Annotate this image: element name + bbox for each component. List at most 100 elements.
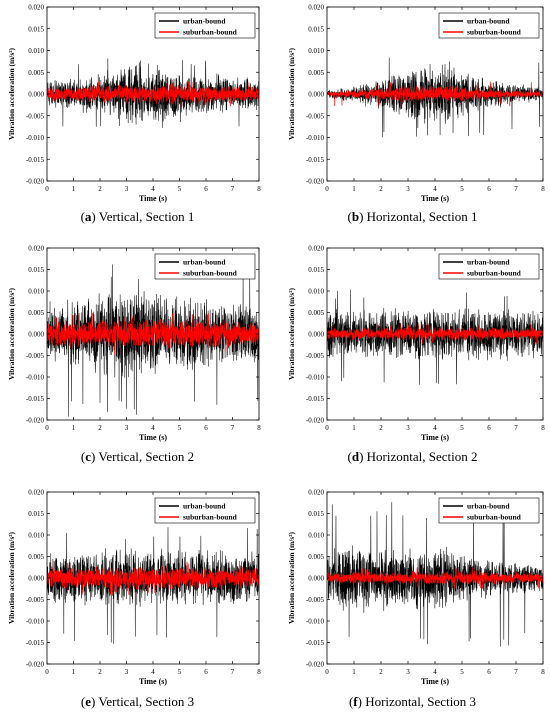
x-tick-label: 7: [231, 185, 235, 193]
y-tick-label: 0.005: [308, 553, 324, 561]
x-tick-label: 0: [325, 185, 329, 193]
legend-box: [438, 497, 540, 524]
x-tick-label: 6: [487, 668, 491, 676]
chart-c: -0.020 -0.015 -0.010 -0.005 0.000 0.005 0.010 0…: [7, 245, 261, 443]
legend-entry: suburban-bound: [183, 513, 238, 522]
y-tick-label: 0.005: [308, 69, 324, 77]
y-tick-label: -0.015: [26, 639, 45, 647]
y-tick-label: 0.010: [308, 532, 324, 540]
legend-entry: urban-bound: [183, 258, 226, 267]
x-tick-label: 5: [178, 668, 182, 676]
caption-text: Vertical, Section 1: [95, 209, 195, 224]
y-tick-label: 0.015: [28, 25, 44, 33]
y-tick-label: -0.005: [306, 352, 325, 360]
y-tick-label: 0.015: [308, 510, 324, 518]
x-tick-label: 4: [151, 668, 155, 676]
y-tick-label: 0.020: [28, 489, 44, 497]
y-tick-label: -0.010: [306, 374, 325, 382]
x-tick-label: 1: [72, 424, 76, 432]
y-tick-label: 0.010: [308, 47, 324, 55]
legend-box: [154, 253, 256, 280]
caption-b: (b) Horizontal, Section 1: [347, 209, 478, 224]
y-tick-label: -0.020: [26, 178, 45, 186]
legend-box: [154, 497, 256, 524]
legend: urban-bound suburban-bound: [438, 253, 540, 280]
series-suburban-bound: [327, 323, 543, 345]
x-tick-label: 1: [352, 668, 356, 676]
y-tick-label: -0.020: [26, 417, 45, 425]
y-tick-label: 0.000: [28, 331, 44, 339]
x-tick-label: 4: [151, 185, 155, 193]
y-tick-label: -0.010: [306, 618, 325, 626]
x-tick-label: 3: [406, 424, 410, 432]
y-tick-label: -0.015: [26, 156, 45, 164]
series-suburban-bound: [47, 81, 259, 108]
legend-box: [154, 12, 256, 39]
y-tick-label: 0.020: [308, 245, 324, 253]
x-tick-label: 6: [204, 185, 208, 193]
y-tick-label: -0.015: [26, 395, 45, 403]
caption-text: Vertical, Section 2: [95, 449, 195, 464]
x-tick-label: 2: [379, 424, 383, 432]
x-tick-label: 0: [325, 424, 329, 432]
y-tick-label: 0.005: [28, 309, 44, 317]
y-axis-label: Vibration acceleration (m/s²): [287, 288, 296, 380]
x-tick-label: 7: [514, 185, 518, 193]
x-tick-label: 0: [45, 668, 49, 676]
x-tick-label: 3: [125, 424, 129, 432]
y-tick-label: 0.020: [28, 245, 44, 253]
legend-entry: suburban-bound: [183, 269, 238, 278]
x-tick-label: 6: [204, 424, 208, 432]
caption-label: e: [85, 694, 92, 709]
x-tick-label: 1: [72, 668, 76, 676]
legend-entry: urban-bound: [183, 502, 226, 511]
x-tick-label: 4: [433, 185, 437, 193]
chart-f: -0.020 -0.015 -0.010 -0.005 0.000 0.005 0.010 0…: [287, 489, 545, 687]
y-axis-label: Vibration acceleration (m/s²): [7, 288, 16, 380]
x-tick-label: 8: [541, 424, 545, 432]
y-tick-label: 0.005: [28, 69, 44, 77]
y-axis-label: Vibration acceleration (m/s²): [7, 532, 16, 624]
y-tick-label: 0.015: [308, 25, 324, 33]
x-tick-label: 7: [514, 668, 518, 676]
x-tick-label: 2: [379, 668, 383, 676]
y-tick-label: -0.005: [26, 112, 45, 120]
x-tick-label: 8: [541, 185, 545, 193]
y-tick-label: 0.015: [28, 510, 44, 518]
y-tick-label: 0.010: [28, 532, 44, 540]
caption-e: (e) Vertical, Section 3: [80, 694, 195, 709]
x-tick-label: 1: [352, 424, 356, 432]
y-tick-label: 0.010: [28, 47, 44, 55]
y-tick-label: 0.005: [28, 553, 44, 561]
x-axis-label: Time (s): [421, 677, 449, 686]
x-tick-label: 6: [487, 185, 491, 193]
legend-entry: urban-bound: [183, 17, 226, 26]
x-axis-label: Time (s): [139, 433, 167, 442]
y-tick-label: -0.005: [306, 596, 325, 604]
y-tick-label: 0.000: [308, 91, 324, 99]
caption-label: b: [351, 209, 360, 224]
legend: urban-bound suburban-bound: [438, 12, 540, 39]
x-tick-label: 6: [204, 668, 208, 676]
legend-box: [438, 12, 540, 39]
legend-entry: urban-bound: [467, 17, 510, 26]
y-tick-label: -0.020: [306, 661, 325, 669]
caption-f: (f) Horizontal, Section 3: [348, 694, 477, 709]
legend-entry: urban-bound: [467, 502, 510, 511]
x-tick-label: 2: [379, 185, 383, 193]
x-tick-label: 1: [72, 185, 76, 193]
y-tick-label: -0.010: [26, 374, 45, 382]
x-tick-label: 7: [231, 668, 235, 676]
y-tick-label: 0.020: [308, 489, 324, 497]
y-tick-label: -0.020: [306, 417, 325, 425]
x-tick-label: 0: [325, 668, 329, 676]
series-suburban-bound: [47, 312, 259, 355]
x-tick-label: 2: [98, 185, 102, 193]
caption-a: (a) Vertical, Section 1: [80, 209, 195, 224]
caption-text: Vertical, Section 3: [95, 694, 195, 709]
series-suburban-bound: [47, 560, 259, 596]
legend-entry: suburban-bound: [467, 28, 522, 37]
legend: urban-bound suburban-bound: [154, 253, 256, 280]
x-axis-label: Time (s): [139, 677, 167, 686]
x-tick-label: 0: [45, 185, 49, 193]
